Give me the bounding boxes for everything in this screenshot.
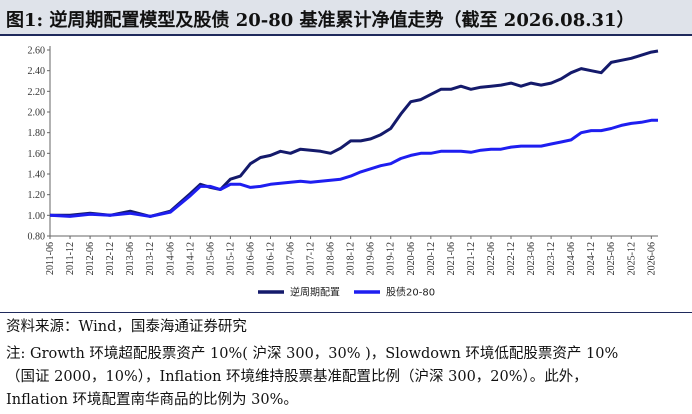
x-tick-label: 2024-12	[586, 242, 597, 275]
y-tick-label: 0.80	[28, 232, 46, 243]
x-tick-label: 2017-06	[286, 242, 297, 275]
x-tick-label: 2022-12	[506, 242, 517, 275]
x-tick-label: 2016-06	[245, 242, 256, 275]
y-tick-label: 1.00	[28, 211, 46, 222]
x-tick-label: 2016-12	[265, 242, 276, 275]
line-chart: 0.80 1.00 1.20 1.40 1.60 1.80 2.00 2.20 2.40 2.60…	[28, 46, 659, 299]
x-tick-label: 2015-06	[205, 242, 216, 275]
footnote-line-3: Inflation 环境配置南华商品的比例为 30%。	[6, 392, 298, 408]
chart-legend: 逆周期配置 股债20-80	[258, 286, 435, 299]
footnote-line-1: 注: Growth 环境超配股票资产 10%( 沪深 300，30% )，Slo…	[6, 346, 619, 362]
x-tick-label: 2020-12	[426, 242, 437, 275]
y-tick-label: 2.40	[28, 66, 46, 77]
x-tick-label: 2018-12	[346, 242, 357, 275]
x-tick-label: 2021-12	[466, 242, 477, 275]
figure-title: 图1: 逆周期配置模型及股债 20-80 基准累计净值走势（截至 2026.08…	[6, 10, 635, 31]
y-tick-label: 1.40	[28, 170, 46, 181]
x-tick-label: 2025-12	[626, 242, 637, 275]
footnote-line-2: （国证 2000，10%），Inflation 环境维持股票基准配置比例（沪深 …	[6, 369, 588, 385]
title-bar: 图1: 逆周期配置模型及股债 20-80 基准累计净值走势（截至 2026.08…	[0, 0, 692, 36]
x-tick-label: 2012-06	[85, 242, 96, 275]
series-line-1	[50, 49, 659, 218]
y-tick-label: 1.80	[28, 128, 46, 139]
x-tick-label: 2014-06	[165, 242, 176, 275]
x-tick-label: 2025-06	[606, 242, 617, 275]
x-tick-label: 2018-06	[326, 242, 337, 275]
x-tick-label: 2012-12	[105, 242, 116, 275]
x-tick-label: 2011-06	[45, 242, 56, 275]
chart-lines	[49, 49, 659, 218]
x-tick-label: 2019-12	[386, 242, 397, 275]
y-tick-label: 2.20	[28, 87, 46, 98]
x-tick-label: 2026-06	[646, 242, 657, 275]
x-tick-label: 2014-12	[185, 242, 196, 275]
y-tick-label: 2.60	[28, 46, 46, 57]
x-tick-label: 2023-12	[546, 242, 557, 275]
x-tick-label: 2019-06	[366, 242, 377, 275]
x-tick-label: 2023-06	[526, 242, 537, 275]
y-tick-label: 1.60	[28, 149, 46, 160]
x-tick-label: 2020-06	[406, 242, 417, 275]
legend-label-1: 逆周期配置	[290, 286, 340, 299]
x-tick-label: 2013-12	[145, 242, 156, 275]
series-line-2	[49, 118, 658, 218]
source-note: 资料来源：Wind，国泰海通证券研究	[6, 319, 247, 335]
x-tick-label: 2022-06	[486, 242, 497, 275]
chart-axes: 0.80 1.00 1.20 1.40 1.60 1.80 2.00 2.20 2.40 2.60…	[28, 46, 658, 275]
x-tick-label: 2015-12	[225, 242, 236, 275]
x-tick-label: 2013-06	[125, 242, 136, 275]
x-tick-label: 2024-06	[566, 242, 577, 275]
y-tick-label: 1.20	[28, 190, 46, 201]
x-tick-label: 2021-06	[446, 242, 457, 275]
legend-label-2: 股债20-80	[386, 286, 435, 299]
x-tick-label: 2017-12	[306, 242, 317, 275]
x-tick-label: 2011-12	[65, 242, 76, 275]
y-tick-label: 2.00	[28, 108, 46, 119]
footer-top-rule	[0, 312, 692, 313]
